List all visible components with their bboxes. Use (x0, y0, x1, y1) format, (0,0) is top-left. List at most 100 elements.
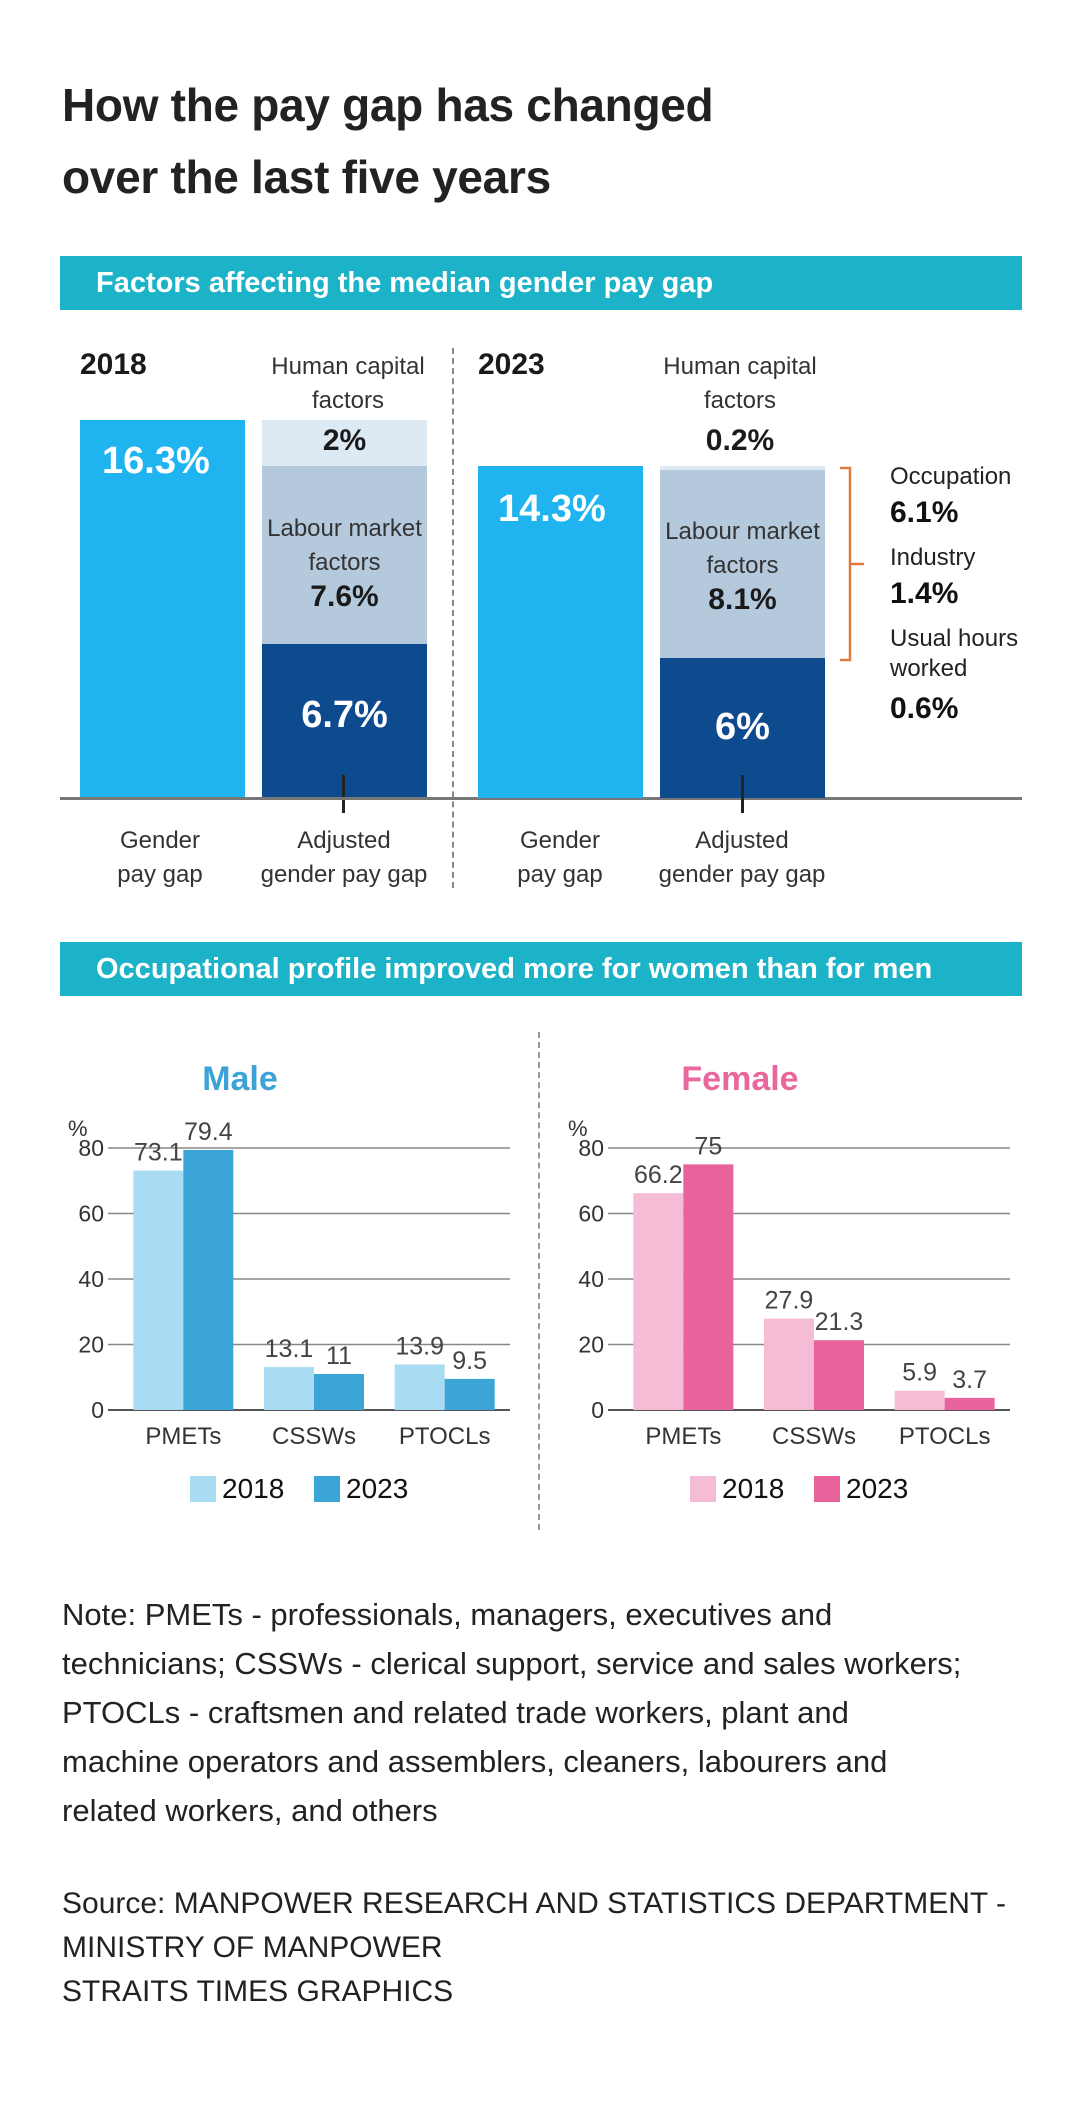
charts-divider (538, 1032, 540, 1530)
labour-label-2023-l2: factors (706, 552, 779, 579)
female-value-pmets-2023: 75 (694, 1132, 722, 1160)
bottom-gender-2023-l1: Gender (519, 827, 601, 854)
male-bar-cssws-2018 (264, 1367, 314, 1410)
labour-value-2018: 7.6% (310, 580, 379, 613)
male-y-unit: % (68, 1116, 88, 1141)
bottom-gender-2018-l2: pay gap (117, 861, 203, 888)
male-category-ptocls: PTOCLs (399, 1423, 491, 1450)
female-legend-swatch-2023 (814, 1476, 840, 1502)
section2-banner: Occupational profile improved more for w… (60, 942, 1022, 996)
year-divider (452, 348, 454, 888)
female-ytick-20: 20 (578, 1332, 604, 1358)
source-line1: Source: MANPOWER RESEARCH AND STATISTICS… (62, 1887, 1007, 1920)
male-category-cssws: CSSWs (272, 1423, 356, 1450)
female-bar-cssws-2023 (814, 1340, 864, 1410)
note-line2: technicians; CSSWs - clerical support, s… (62, 1646, 962, 1681)
male-bar-ptocls-2023 (444, 1378, 495, 1410)
note-line4: machine operators and assemblers, cleane… (62, 1744, 888, 1779)
male-bar-pmets-2018 (133, 1170, 184, 1410)
male-chart: Male% 0 20 40 60 80 73.179.4 PMETs 13.1 11 CSSWs 13… (68, 1060, 510, 1504)
bottom-gender-2023-l2: pay gap (517, 861, 603, 888)
female-category-cssws: CSSWs (772, 1423, 856, 1450)
gender-gap-value-2023: 14.3% (498, 488, 606, 530)
year-2018-label: 2018 (80, 348, 147, 381)
male-value-pmets-2018: 73.1 (134, 1139, 183, 1167)
hc-segment-2018 (262, 420, 427, 466)
male-value-ptocls-2018: 13.9 (395, 1332, 444, 1360)
male-legend-swatch-2023 (314, 1476, 340, 1502)
female-bar-cssws-2018 (764, 1318, 814, 1410)
hours-value: 0.6% (890, 692, 959, 725)
male-legend-label-2023: 2023 (346, 1473, 408, 1504)
gender-gap-bar-2018 (80, 420, 245, 798)
hc-label-2018-l1: Human capital (271, 353, 425, 380)
adjusted-tick-2023 (741, 775, 744, 813)
year-2023-label: 2023 (478, 348, 545, 381)
hours-label-l1: Usual hours (890, 625, 1019, 652)
female-bar-pmets-2023 (683, 1164, 734, 1410)
female-ytick-40: 40 (578, 1266, 604, 1292)
male-value-pmets-2023: 79.4 (184, 1118, 233, 1146)
female-legend-swatch-2018 (690, 1476, 716, 1502)
female-category-pmets: PMETs (645, 1423, 721, 1450)
female-y-unit: % (568, 1116, 588, 1141)
male-bar-ptocls-2018 (394, 1364, 445, 1410)
gender-gap-value-2018: 16.3% (102, 440, 210, 482)
male-ytick-40: 40 (78, 1266, 104, 1292)
hc-label-2023-l2: factors (703, 387, 777, 414)
bottom-adjusted-label-2018: Adjusted gender pay gap (244, 824, 444, 892)
labour-label-2018-l2: factors (308, 549, 381, 576)
male-legend-swatch-2018 (190, 1476, 216, 1502)
adjusted-value-2018: 6.7% (301, 694, 388, 736)
hc-segment-2023 (660, 466, 825, 470)
male-bar-cssws-2023 (314, 1373, 364, 1410)
labour-segment-2018 (262, 466, 427, 644)
adjusted-tick-2018 (342, 775, 345, 813)
hc-label-2018: Human capital factors (248, 350, 448, 418)
labour-text-2023: Labour market factors 8.1% (660, 515, 825, 617)
bottom-gender-2018-l1: Gender (119, 827, 201, 854)
page-title-line1: How the pay gap has changed (62, 79, 714, 131)
adjusted-value-2023: 6% (715, 706, 770, 748)
male-category-pmets: PMETs (145, 1423, 221, 1450)
hc-label-2018-l2: factors (311, 387, 385, 414)
labour-label-2018-l1: Labour market (267, 515, 422, 542)
bottom-adjusted-label-2023: Adjusted gender pay gap (642, 824, 842, 892)
male-ytick-20: 20 (78, 1332, 104, 1358)
bottom-adjusted-2023-l1: Adjusted (695, 827, 789, 854)
bottom-adjusted-2018-l2: gender pay gap (260, 861, 428, 888)
bottom-gender-label-2023: Gender pay gap (460, 824, 660, 892)
breakdown-bracket (840, 466, 864, 662)
bottom-gender-label-2018: Gender pay gap (60, 824, 260, 892)
source-block: Source: MANPOWER RESEARCH AND STATISTICS… (62, 1882, 1042, 2014)
hc-label-2023-l1: Human capital (663, 353, 817, 380)
female-ytick-0: 0 (591, 1397, 604, 1423)
male-chart-title: Male (202, 1060, 278, 1098)
labour-text-2018: Labour market factors 7.6% (262, 512, 427, 614)
female-chart: Female% 0 20 40 60 80 66.2 75 PMETs 27.921.3 CSSWs… (568, 1060, 1010, 1504)
section1-banner: Factors affecting the median gender pay … (60, 256, 1022, 310)
male-ytick-80: 80 (78, 1135, 104, 1161)
hc-label-2023: Human capital factors (640, 350, 840, 418)
note-line3: PTOCLs - craftsmen and related trade wor… (62, 1695, 849, 1730)
hours-label-l2: worked (890, 655, 968, 682)
female-bar-ptocls-2023 (944, 1397, 995, 1410)
source-line3: STRAITS TIMES GRAPHICS (62, 1975, 454, 2008)
hours-label: Usual hours worked (890, 624, 1018, 684)
bottom-adjusted-2018-l1: Adjusted (297, 827, 391, 854)
male-value-cssws-2018: 13.1 (265, 1335, 314, 1363)
hc-value-2023: 0.2% (705, 424, 775, 457)
female-chart-title: Female (681, 1060, 798, 1098)
male-value-ptocls-2023: 9.5 (452, 1347, 487, 1375)
baseline (60, 797, 1022, 800)
bottom-adjusted-2023-l2: gender pay gap (658, 861, 826, 888)
male-ytick-60: 60 (78, 1201, 104, 1227)
occupation-value: 6.1% (890, 496, 959, 529)
occupation-label: Occupation (890, 463, 1012, 490)
female-value-ptocls-2023: 3.7 (952, 1366, 987, 1394)
male-legend-label-2018: 2018 (222, 1473, 284, 1504)
female-value-cssws-2018: 27.9 (765, 1287, 814, 1315)
female-legend-label-2023: 2023 (846, 1473, 908, 1504)
note-line5: related workers, and others (62, 1793, 438, 1828)
female-ytick-60: 60 (578, 1201, 604, 1227)
